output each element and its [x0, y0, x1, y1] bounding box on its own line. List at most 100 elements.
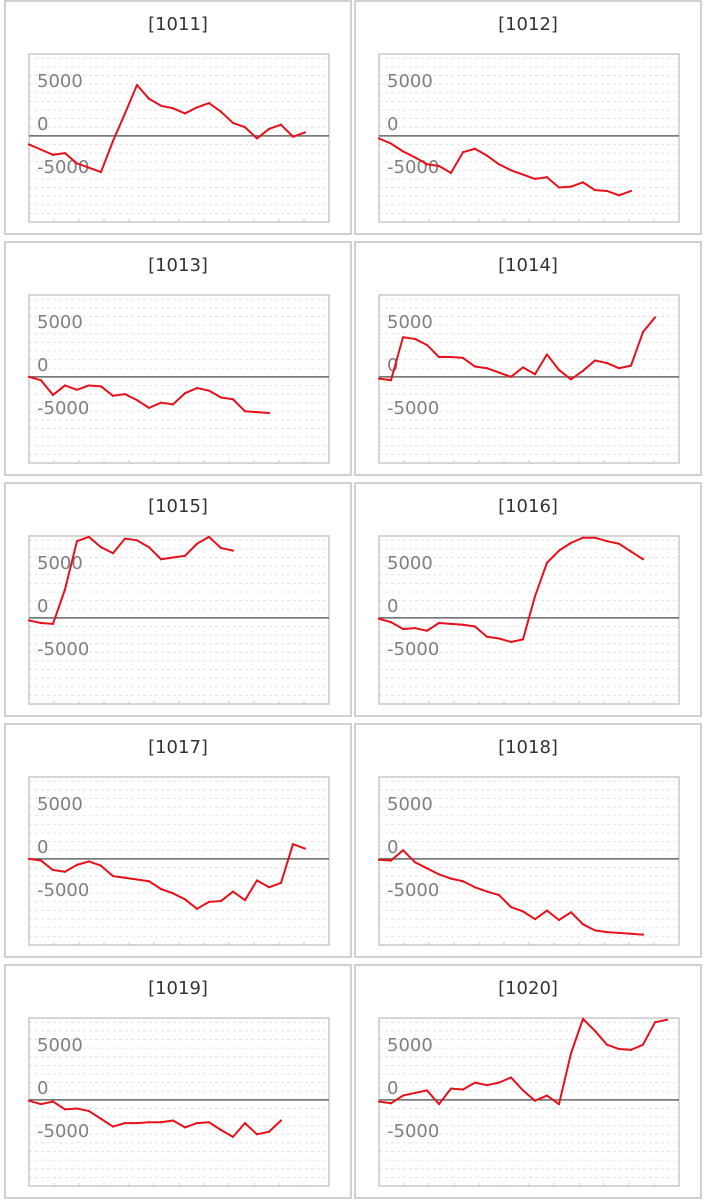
- series-segment: [64, 384, 78, 391]
- series-segment: [534, 1094, 548, 1102]
- series-segment: [570, 369, 584, 381]
- series-segment: [522, 1089, 536, 1102]
- data-point: [280, 1119, 282, 1122]
- series-segment: [510, 366, 524, 378]
- data-point: [378, 377, 380, 380]
- data-point: [208, 900, 210, 903]
- series-segment: [450, 1087, 464, 1091]
- data-point: [184, 554, 186, 557]
- series-segment: [378, 858, 392, 862]
- series-segment: [402, 150, 416, 159]
- series-segment: [88, 384, 102, 388]
- data-point: [76, 863, 78, 866]
- series-segment: [402, 336, 416, 340]
- data-point: [172, 403, 174, 406]
- data-point: [402, 336, 404, 339]
- series-segment: [112, 393, 126, 397]
- chart-svg: [1020] 5000 0 -5000: [378, 978, 680, 1187]
- series-segment: [438, 873, 452, 880]
- data-point: [462, 356, 464, 359]
- series-segment: [28, 1099, 42, 1106]
- y-tick-label: 0: [37, 596, 48, 617]
- series-segment: [280, 123, 294, 138]
- series-segment: [390, 849, 404, 862]
- series-segment: [582, 181, 596, 192]
- data-point: [450, 877, 452, 880]
- series-segment: [52, 384, 66, 396]
- data-point: [606, 931, 608, 934]
- data-point: [510, 640, 512, 643]
- series-segment: [256, 127, 270, 140]
- data-point: [232, 1135, 234, 1138]
- data-point: [402, 849, 404, 852]
- data-point: [606, 1043, 608, 1046]
- data-point: [100, 1117, 102, 1120]
- series-segment: [558, 911, 572, 922]
- series-segment: [426, 343, 440, 359]
- series-segment: [474, 1081, 488, 1087]
- data-point: [462, 880, 464, 883]
- series-segment: [594, 189, 608, 192]
- chart-title: [1013]: [148, 255, 208, 276]
- series-segment: [462, 147, 476, 154]
- series-segment: [64, 863, 78, 873]
- data-point: [280, 123, 282, 126]
- series-segment: [112, 537, 126, 555]
- data-point: [28, 857, 30, 860]
- data-point: [184, 112, 186, 115]
- series-segment: [244, 1122, 258, 1136]
- data-point: [582, 369, 584, 372]
- y-tick-label: 0: [387, 837, 398, 858]
- data-point: [112, 1125, 114, 1128]
- chart-panel: [1019] 5000 0 -5000: [4, 964, 352, 1199]
- data-point: [402, 628, 404, 631]
- series-segment: [546, 353, 560, 371]
- series-segment: [558, 541, 572, 552]
- series-segment: [426, 163, 440, 167]
- data-point: [160, 401, 162, 404]
- data-point: [88, 1110, 90, 1113]
- data-point: [112, 140, 114, 143]
- data-point: [546, 561, 548, 564]
- data-point: [40, 1103, 42, 1106]
- data-point: [28, 619, 30, 622]
- series-segment: [582, 923, 596, 932]
- data-point: [64, 1108, 66, 1111]
- data-point: [100, 864, 102, 867]
- series-segment: [220, 547, 234, 552]
- data-point: [426, 343, 428, 346]
- data-point: [426, 867, 428, 870]
- y-tick-label: 5000: [387, 1035, 433, 1056]
- series-segment: [208, 389, 222, 399]
- series-segment: [450, 356, 464, 359]
- data-point: [438, 622, 440, 625]
- y-tick-label: 0: [387, 596, 398, 617]
- data-point: [474, 365, 476, 368]
- data-point: [438, 873, 440, 876]
- data-point: [462, 1088, 464, 1091]
- data-point: [570, 911, 572, 914]
- series-segment: [160, 888, 174, 895]
- data-point: [76, 388, 78, 391]
- data-point: [184, 1126, 186, 1129]
- series-segment: [498, 894, 512, 909]
- series-segment: [208, 1121, 222, 1131]
- data-point: [184, 898, 186, 901]
- data-point: [148, 880, 150, 883]
- chart-svg: [1017] 5000 0 -5000: [28, 737, 330, 946]
- data-point: [534, 918, 536, 921]
- series-segment: [256, 879, 270, 889]
- data-point: [256, 1133, 258, 1136]
- series-segment: [112, 875, 126, 879]
- series-segment: [522, 910, 536, 921]
- chart-panel: [1015] 5000 0 -5000: [4, 482, 352, 717]
- series-segment: [426, 867, 440, 876]
- series-segment: [510, 169, 524, 176]
- data-point: [378, 1100, 380, 1103]
- series-segment: [486, 1081, 500, 1087]
- series-segment: [148, 401, 162, 409]
- series-segment: [474, 147, 488, 157]
- data-point: [414, 156, 416, 159]
- data-point: [160, 888, 162, 890]
- series-segment: [196, 102, 210, 109]
